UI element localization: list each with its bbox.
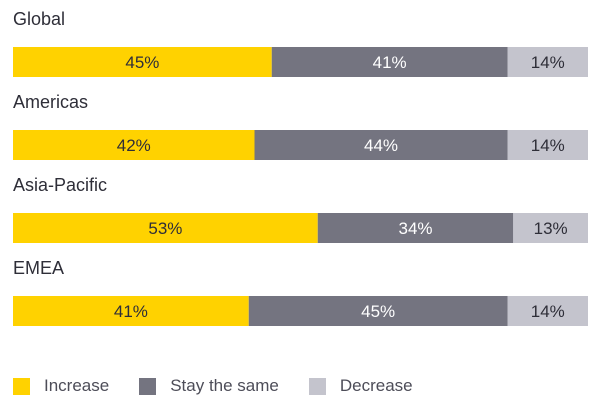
legend-item-stay-the-same: Stay the same	[139, 376, 279, 396]
legend-swatch-increase	[13, 377, 30, 395]
bar-asia-pacific-increase	[13, 213, 318, 243]
bar-global-increase	[13, 47, 272, 77]
legend-item-decrease: Decrease	[308, 376, 413, 396]
legend-label-decrease: Decrease	[339, 376, 413, 395]
legend-label-stay-the-same: Stay the same	[170, 376, 279, 395]
legend-label-increase: Increase	[44, 376, 110, 395]
category-label-asia-pacific: Asia-Pacific	[13, 175, 107, 195]
bar-asia-pacific-stay-the-same	[317, 213, 514, 243]
category-label-emea: EMEA	[13, 258, 64, 278]
data-label-global-increase: 45%	[125, 53, 159, 72]
data-label-asia-pacific-increase: 53%	[148, 219, 182, 238]
bar-emea-decrease	[507, 296, 588, 326]
legend-swatch-decrease	[308, 377, 326, 395]
bar-americas-decrease	[507, 130, 588, 160]
bar-emea-increase	[13, 296, 249, 326]
data-label-asia-pacific-decrease: 13%	[534, 219, 568, 238]
bar-americas-stay-the-same	[254, 130, 508, 160]
bar-emea-stay-the-same	[248, 296, 508, 326]
category-label-global: Global	[13, 9, 65, 29]
data-label-asia-pacific-stay-the-same: 34%	[398, 219, 432, 238]
data-label-global-stay-the-same: 41%	[373, 53, 407, 72]
data-label-emea-stay-the-same: 45%	[361, 302, 395, 321]
chart-legend: Increase Stay the same Decrease	[13, 376, 443, 396]
bar-global-stay-the-same	[271, 47, 508, 77]
data-label-americas-stay-the-same: 44%	[364, 136, 398, 155]
category-label-americas: Americas	[13, 92, 88, 112]
bar-asia-pacific-decrease	[513, 213, 588, 243]
data-label-americas-increase: 42%	[117, 136, 151, 155]
legend-item-increase: Increase	[13, 376, 109, 396]
bar-global-decrease	[507, 47, 588, 77]
bar-americas-increase	[13, 130, 255, 160]
data-label-emea-decrease: 14%	[531, 302, 565, 321]
data-label-americas-decrease: 14%	[531, 136, 565, 155]
data-label-global-decrease: 14%	[531, 53, 565, 72]
data-label-emea-increase: 41%	[114, 302, 148, 321]
legend-swatch-stay-the-same	[139, 377, 157, 395]
